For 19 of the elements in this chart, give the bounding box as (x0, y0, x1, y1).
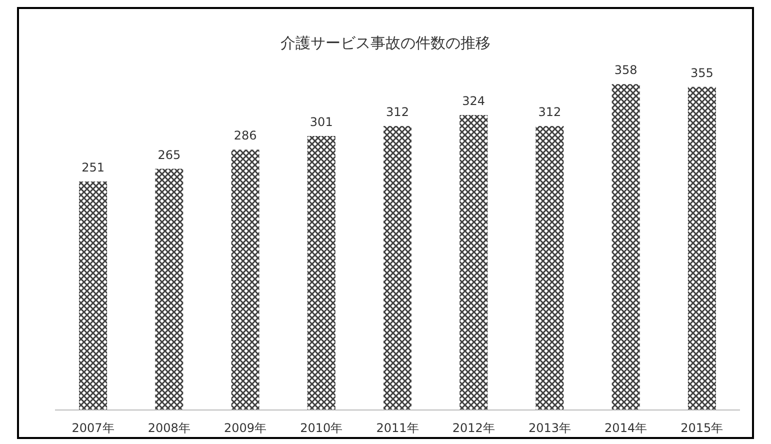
x-tick-label: 2011年 (376, 421, 419, 435)
data-label: 312 (386, 104, 409, 119)
x-tick-label: 2009年 (224, 421, 267, 435)
data-label: 286 (234, 128, 257, 143)
data-label: 355 (690, 66, 714, 80)
data-label: 251 (82, 160, 105, 175)
data-label: 358 (614, 63, 638, 78)
x-tick-label: 2008年 (148, 421, 190, 435)
data-label: 301 (310, 114, 333, 129)
x-tick-label: 2014年 (604, 421, 648, 435)
chart-title: 介護サービス事故の件数の推移 (280, 34, 490, 52)
x-tick-label: 2015年 (680, 421, 724, 435)
x-tick-label: 2010年 (300, 421, 343, 435)
x-tick-label: 2007年 (72, 421, 114, 435)
data-label: 265 (158, 148, 181, 162)
x-tick-label: 2012年 (452, 421, 495, 435)
x-tick-label: 2013年 (528, 421, 571, 435)
data-label: 312 (538, 104, 562, 119)
data-label: 324 (462, 94, 486, 108)
